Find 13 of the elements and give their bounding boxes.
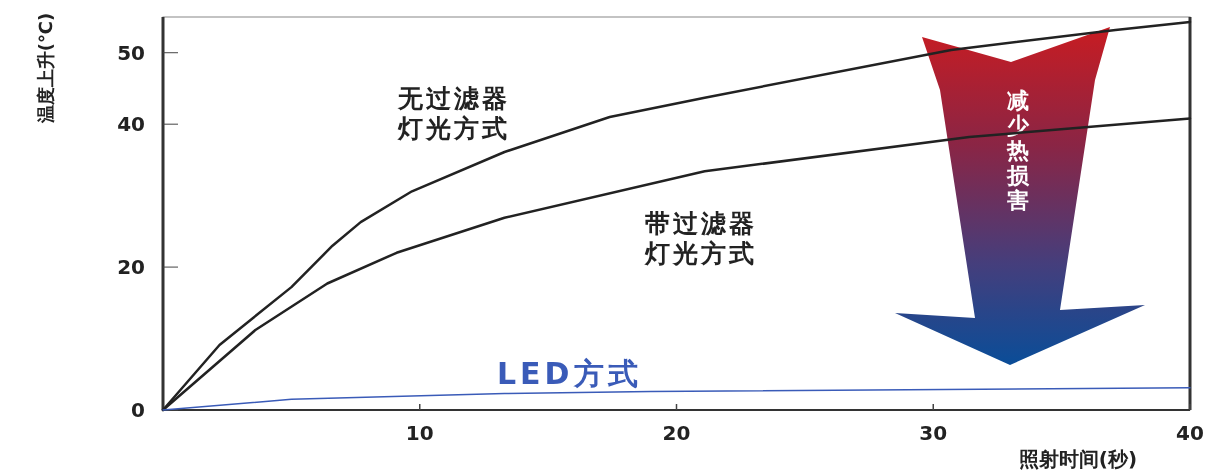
series-label: LED方式 [497,356,642,391]
x-tick-label: 20 [662,421,691,445]
series-label: 带过滤器灯光方式 [644,209,757,268]
y-tick-label: 0 [131,398,145,422]
series-label: 无过滤器灯光方式 [397,84,510,143]
x-axis-title: 照射时间(秒) [1018,447,1138,471]
x-tick-label: 40 [1176,421,1204,445]
y-tick-label: 50 [117,40,145,65]
y-axis-title: 温度上升(℃) [35,12,56,125]
y-tick-label: 40 [117,112,145,137]
y-tick-label: 20 [117,255,145,280]
x-tick-label: 10 [405,421,434,445]
x-tick-label: 30 [919,421,948,445]
